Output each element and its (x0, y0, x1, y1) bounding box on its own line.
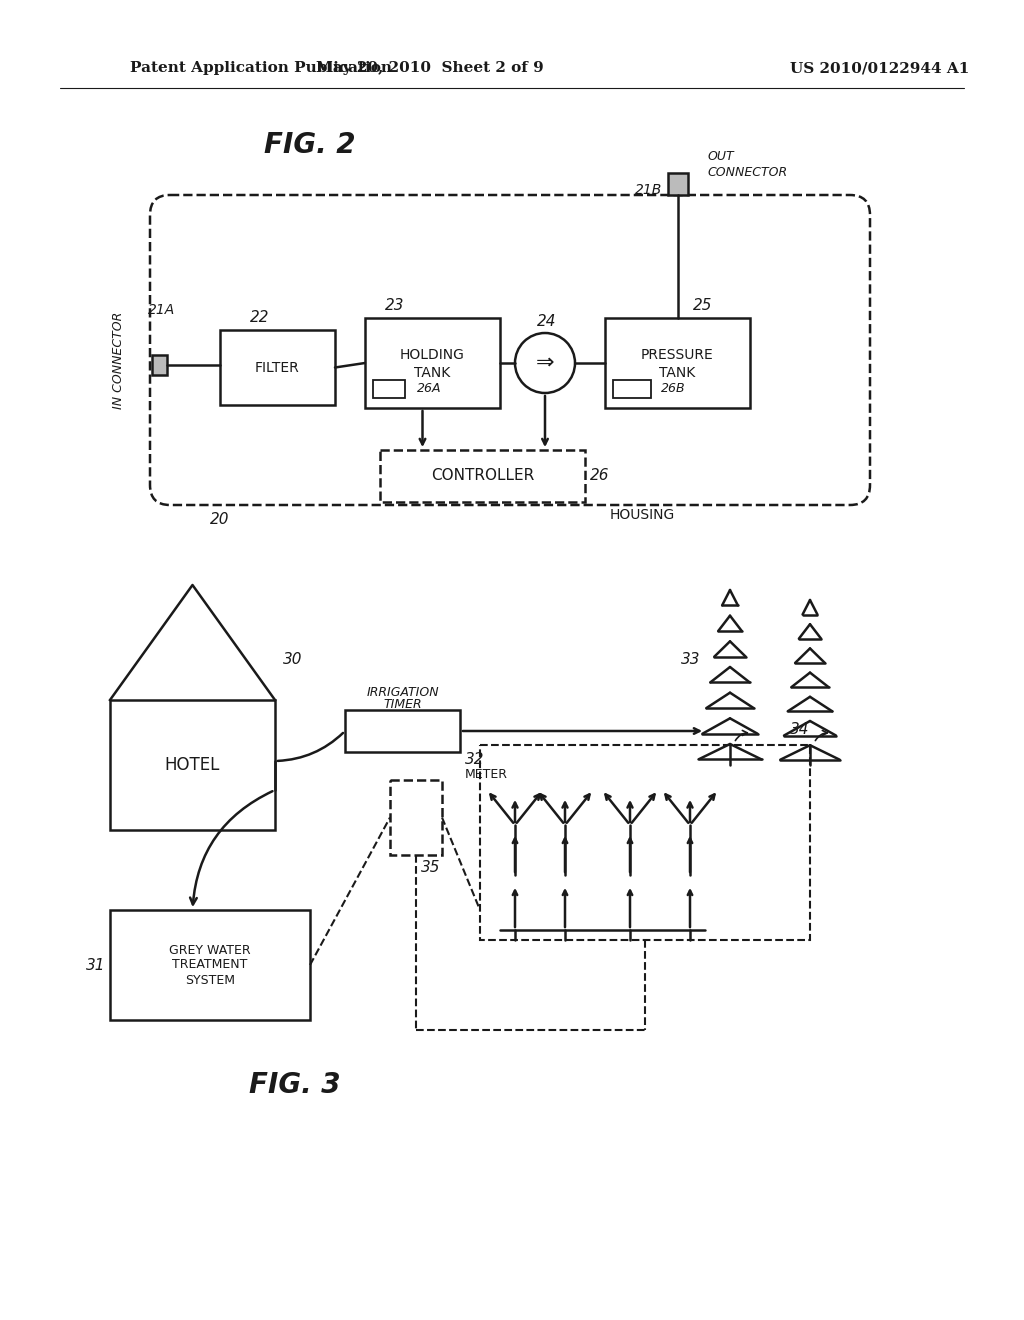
Text: 24: 24 (537, 314, 556, 329)
Text: PRESSURE: PRESSURE (641, 348, 714, 362)
Text: HOUSING: HOUSING (610, 508, 675, 521)
Text: 35: 35 (421, 859, 440, 874)
Text: IRRIGATION: IRRIGATION (367, 685, 439, 698)
Bar (220, 330, 335, 405)
Text: TIMER: TIMER (383, 698, 422, 711)
Text: CONTROLLER: CONTROLLER (431, 469, 535, 483)
Bar (373, 380, 406, 399)
Text: TANK: TANK (415, 366, 451, 380)
Text: 25: 25 (693, 298, 713, 314)
Text: FILTER: FILTER (255, 360, 300, 375)
Text: 26: 26 (590, 469, 609, 483)
Bar (605, 318, 750, 408)
Text: METER: METER (465, 767, 508, 780)
Bar (345, 710, 460, 752)
Bar (380, 450, 585, 502)
Bar (668, 173, 687, 195)
Text: 26A: 26A (417, 381, 441, 395)
Text: 31: 31 (85, 957, 105, 973)
Text: May 20, 2010  Sheet 2 of 9: May 20, 2010 Sheet 2 of 9 (316, 61, 544, 75)
Text: 20: 20 (210, 512, 229, 528)
Bar (613, 380, 651, 399)
Text: US 2010/0122944 A1: US 2010/0122944 A1 (790, 61, 970, 75)
Text: HOLDING: HOLDING (400, 348, 465, 362)
Text: FIG. 3: FIG. 3 (249, 1071, 341, 1100)
Bar (390, 780, 442, 855)
Text: 32: 32 (465, 752, 484, 767)
Text: 23: 23 (385, 298, 404, 314)
Bar (152, 355, 167, 375)
Text: Patent Application Publication: Patent Application Publication (130, 61, 392, 75)
Text: 34: 34 (790, 722, 810, 738)
Text: GREY WATER
TREATMENT
SYSTEM: GREY WATER TREATMENT SYSTEM (169, 944, 251, 986)
Bar (110, 700, 275, 830)
Text: CONNECTOR: CONNECTOR (708, 166, 787, 180)
Text: TANK: TANK (659, 366, 695, 380)
Text: HOTEL: HOTEL (165, 756, 220, 774)
Circle shape (515, 333, 575, 393)
Text: FIG. 2: FIG. 2 (264, 131, 355, 158)
Text: 33: 33 (681, 652, 700, 668)
Text: IN CONNECTOR: IN CONNECTOR (112, 312, 125, 409)
Text: 22: 22 (250, 310, 269, 326)
Text: 26B: 26B (662, 381, 686, 395)
Text: ⇒: ⇒ (536, 352, 554, 374)
Text: 21B: 21B (635, 183, 663, 197)
Bar (110, 909, 310, 1020)
Text: 21A: 21A (148, 304, 175, 317)
Bar (365, 318, 500, 408)
FancyBboxPatch shape (150, 195, 870, 506)
Bar (480, 744, 810, 940)
Text: 30: 30 (283, 652, 302, 668)
Text: OUT: OUT (708, 150, 734, 164)
